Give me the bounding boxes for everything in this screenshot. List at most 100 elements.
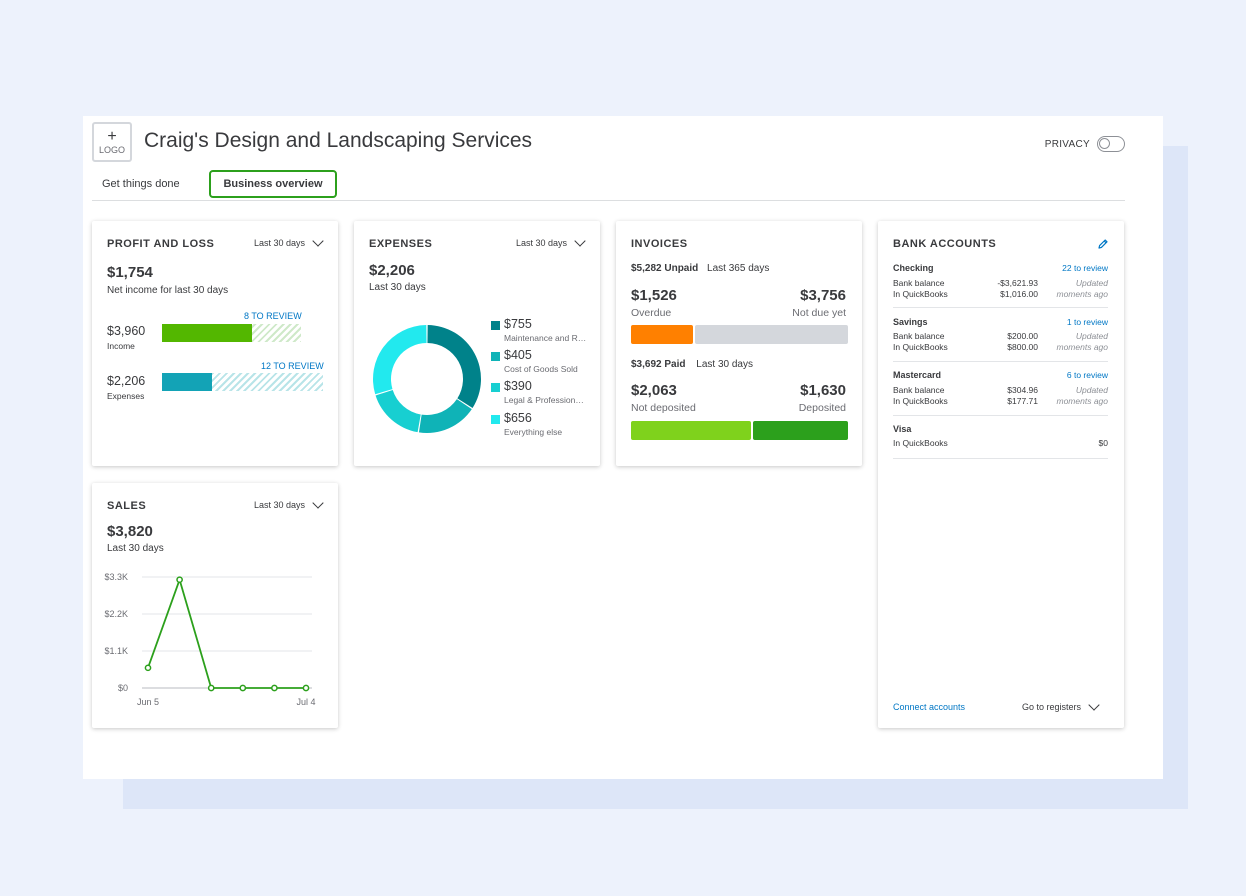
card-title: EXPENSES [369, 238, 433, 250]
legend-amount: $405 [504, 348, 532, 362]
privacy-toggle[interactable] [1097, 136, 1125, 152]
review-link[interactable]: 1 to review [1066, 317, 1108, 327]
paid-amount: $3,692 Paid [631, 359, 686, 370]
period-dropdown[interactable]: Last 30 days [254, 235, 324, 248]
company-name: Craig's Design and Landscaping Services [144, 129, 533, 152]
card-title: BANK ACCOUNTS [893, 238, 997, 250]
quickbooks-value: $1,016.00 [1000, 289, 1038, 299]
legend-amount: $390 [504, 379, 532, 393]
unpaid-bar[interactable] [631, 325, 848, 344]
bank-accounts-card: BANK ACCOUNTS Checking 22 to review Bank… [878, 221, 1124, 728]
invoices-card: INVOICES $5,282 Unpaid Last 365 days $1,… [616, 221, 862, 466]
chevron-down-icon [1088, 699, 1100, 711]
y-tick-label: $3.3K [104, 572, 128, 582]
legend-label: Maintenance and Repair [504, 333, 588, 343]
card-title: INVOICES [631, 238, 688, 250]
net-income-value: $1,754 [107, 264, 153, 281]
bank-balance-value: $200.00 [1007, 331, 1038, 341]
plus-icon: + [107, 128, 117, 145]
tab-get-things-done[interactable]: Get things done [102, 178, 180, 190]
legend-swatch [491, 321, 500, 330]
paid-line: $3,692 Paid Last 30 days [631, 359, 753, 370]
sales-total: $3,820 [107, 523, 153, 540]
not-deposited-value: $2,063 [631, 382, 677, 399]
expenses-donut-chart[interactable] [367, 319, 487, 439]
pencil-icon[interactable] [1097, 238, 1109, 250]
review-link[interactable]: 22 to review [1062, 263, 1108, 273]
account-savings[interactable]: Savings 1 to review Bank balance $200.00… [893, 317, 1108, 362]
y-tick-label: $1.1K [104, 646, 128, 656]
updated-status: Updated moments ago [1056, 278, 1109, 299]
legend-swatch [491, 383, 500, 392]
account-mastercard[interactable]: Mastercard 6 to review Bank balance $304… [893, 370, 1108, 416]
go-to-registers-dropdown[interactable]: Go to registers [1021, 699, 1100, 712]
not-due-segment[interactable] [695, 325, 848, 344]
sales-line-chart[interactable]: $0 $1.1K $2.2K $3.3K Jun 5 Jul 4 [100, 561, 330, 711]
period-dropdown[interactable]: Last 30 days [254, 497, 324, 510]
updated-status: Updated moments ago [1056, 385, 1109, 406]
data-point[interactable] [271, 684, 278, 692]
donut-slice[interactable] [373, 325, 427, 395]
bank-balance-value: -$3,621.93 [997, 278, 1038, 288]
deposited-value: $1,630 [800, 382, 846, 399]
add-logo-button[interactable]: + LOGO [92, 122, 132, 162]
unpaid-line: $5,282 Unpaid Last 365 days [631, 263, 769, 274]
overdue-segment[interactable] [631, 325, 694, 344]
account-checking[interactable]: Checking 22 to review Bank balance -$3,6… [893, 263, 1108, 308]
deposited-segment[interactable] [753, 421, 848, 440]
income-review-link[interactable]: 8 TO REVIEW [244, 311, 302, 321]
y-tick-label: $0 [118, 683, 128, 693]
account-name: Mastercard [893, 370, 942, 380]
bank-balance-label: Bank balance [893, 385, 945, 395]
sales-total-label: Last 30 days [107, 543, 164, 554]
income-bar[interactable] [162, 324, 301, 342]
bank-balance-label: Bank balance [893, 278, 945, 288]
quickbooks-value: $177.71 [1007, 396, 1038, 406]
logo-label: LOGO [98, 145, 125, 155]
data-point[interactable] [239, 684, 247, 692]
x-tick-label: Jul 4 [296, 697, 315, 707]
review-link[interactable]: 6 to review [1066, 370, 1108, 380]
connect-accounts-link[interactable]: Connect accounts [893, 702, 966, 712]
data-point[interactable] [144, 664, 152, 672]
quickbooks-label: In QuickBooks [893, 438, 948, 448]
expenses-card: EXPENSES Last 30 days $2,206 Last 30 day… [354, 221, 600, 466]
donut-slice[interactable] [427, 325, 481, 409]
period-dropdown[interactable]: Last 30 days [515, 235, 586, 248]
data-point[interactable] [302, 684, 310, 692]
legend-label: Cost of Goods Sold [504, 364, 578, 374]
account-name: Savings [893, 317, 928, 327]
expenses-total: $2,206 [369, 262, 415, 279]
data-point[interactable] [176, 576, 183, 584]
account-visa[interactable]: Visa In QuickBooks $0 [893, 424, 1108, 459]
legend-label: Legal & Professional Fees [504, 395, 588, 405]
account-name: Visa [893, 424, 912, 434]
net-income-label: Net income for last 30 days [107, 285, 229, 296]
tab-business-overview[interactable]: Business overview [209, 170, 337, 198]
tab-bar: Get things done Business overview [92, 170, 1125, 201]
paid-period: Last 30 days [696, 359, 753, 370]
profit-loss-card: PROFIT AND LOSS Last 30 days $1,754 Net … [92, 221, 338, 466]
data-point[interactable] [207, 684, 215, 692]
sales-line [147, 578, 306, 689]
donut-slice[interactable] [375, 389, 421, 433]
expenses-bar[interactable] [162, 373, 323, 391]
quickbooks-value: $800.00 [1007, 342, 1038, 352]
deposited-label: Deposited [798, 402, 846, 414]
quickbooks-label: In QuickBooks [893, 396, 948, 406]
donut-slice[interactable] [418, 399, 472, 433]
expenses-label: Expenses [107, 391, 145, 401]
not-deposited-segment[interactable] [631, 421, 752, 440]
period-label: Last 30 days [515, 238, 567, 248]
sales-card: SALES Last 30 days $3,820 Last 30 days $… [92, 483, 338, 728]
x-tick-label: Jun 5 [137, 697, 159, 707]
bank-balance-label: Bank balance [893, 331, 945, 341]
income-value: $3,960 [107, 324, 146, 338]
privacy-label: PRIVACY [1044, 138, 1090, 150]
not-due-value: $3,756 [800, 287, 846, 304]
paid-bar[interactable] [631, 421, 848, 440]
registers-label: Go to registers [1021, 702, 1081, 712]
expenses-review-link[interactable]: 12 TO REVIEW [261, 361, 324, 371]
card-title: PROFIT AND LOSS [107, 238, 215, 250]
unpaid-period: Last 365 days [707, 263, 770, 274]
